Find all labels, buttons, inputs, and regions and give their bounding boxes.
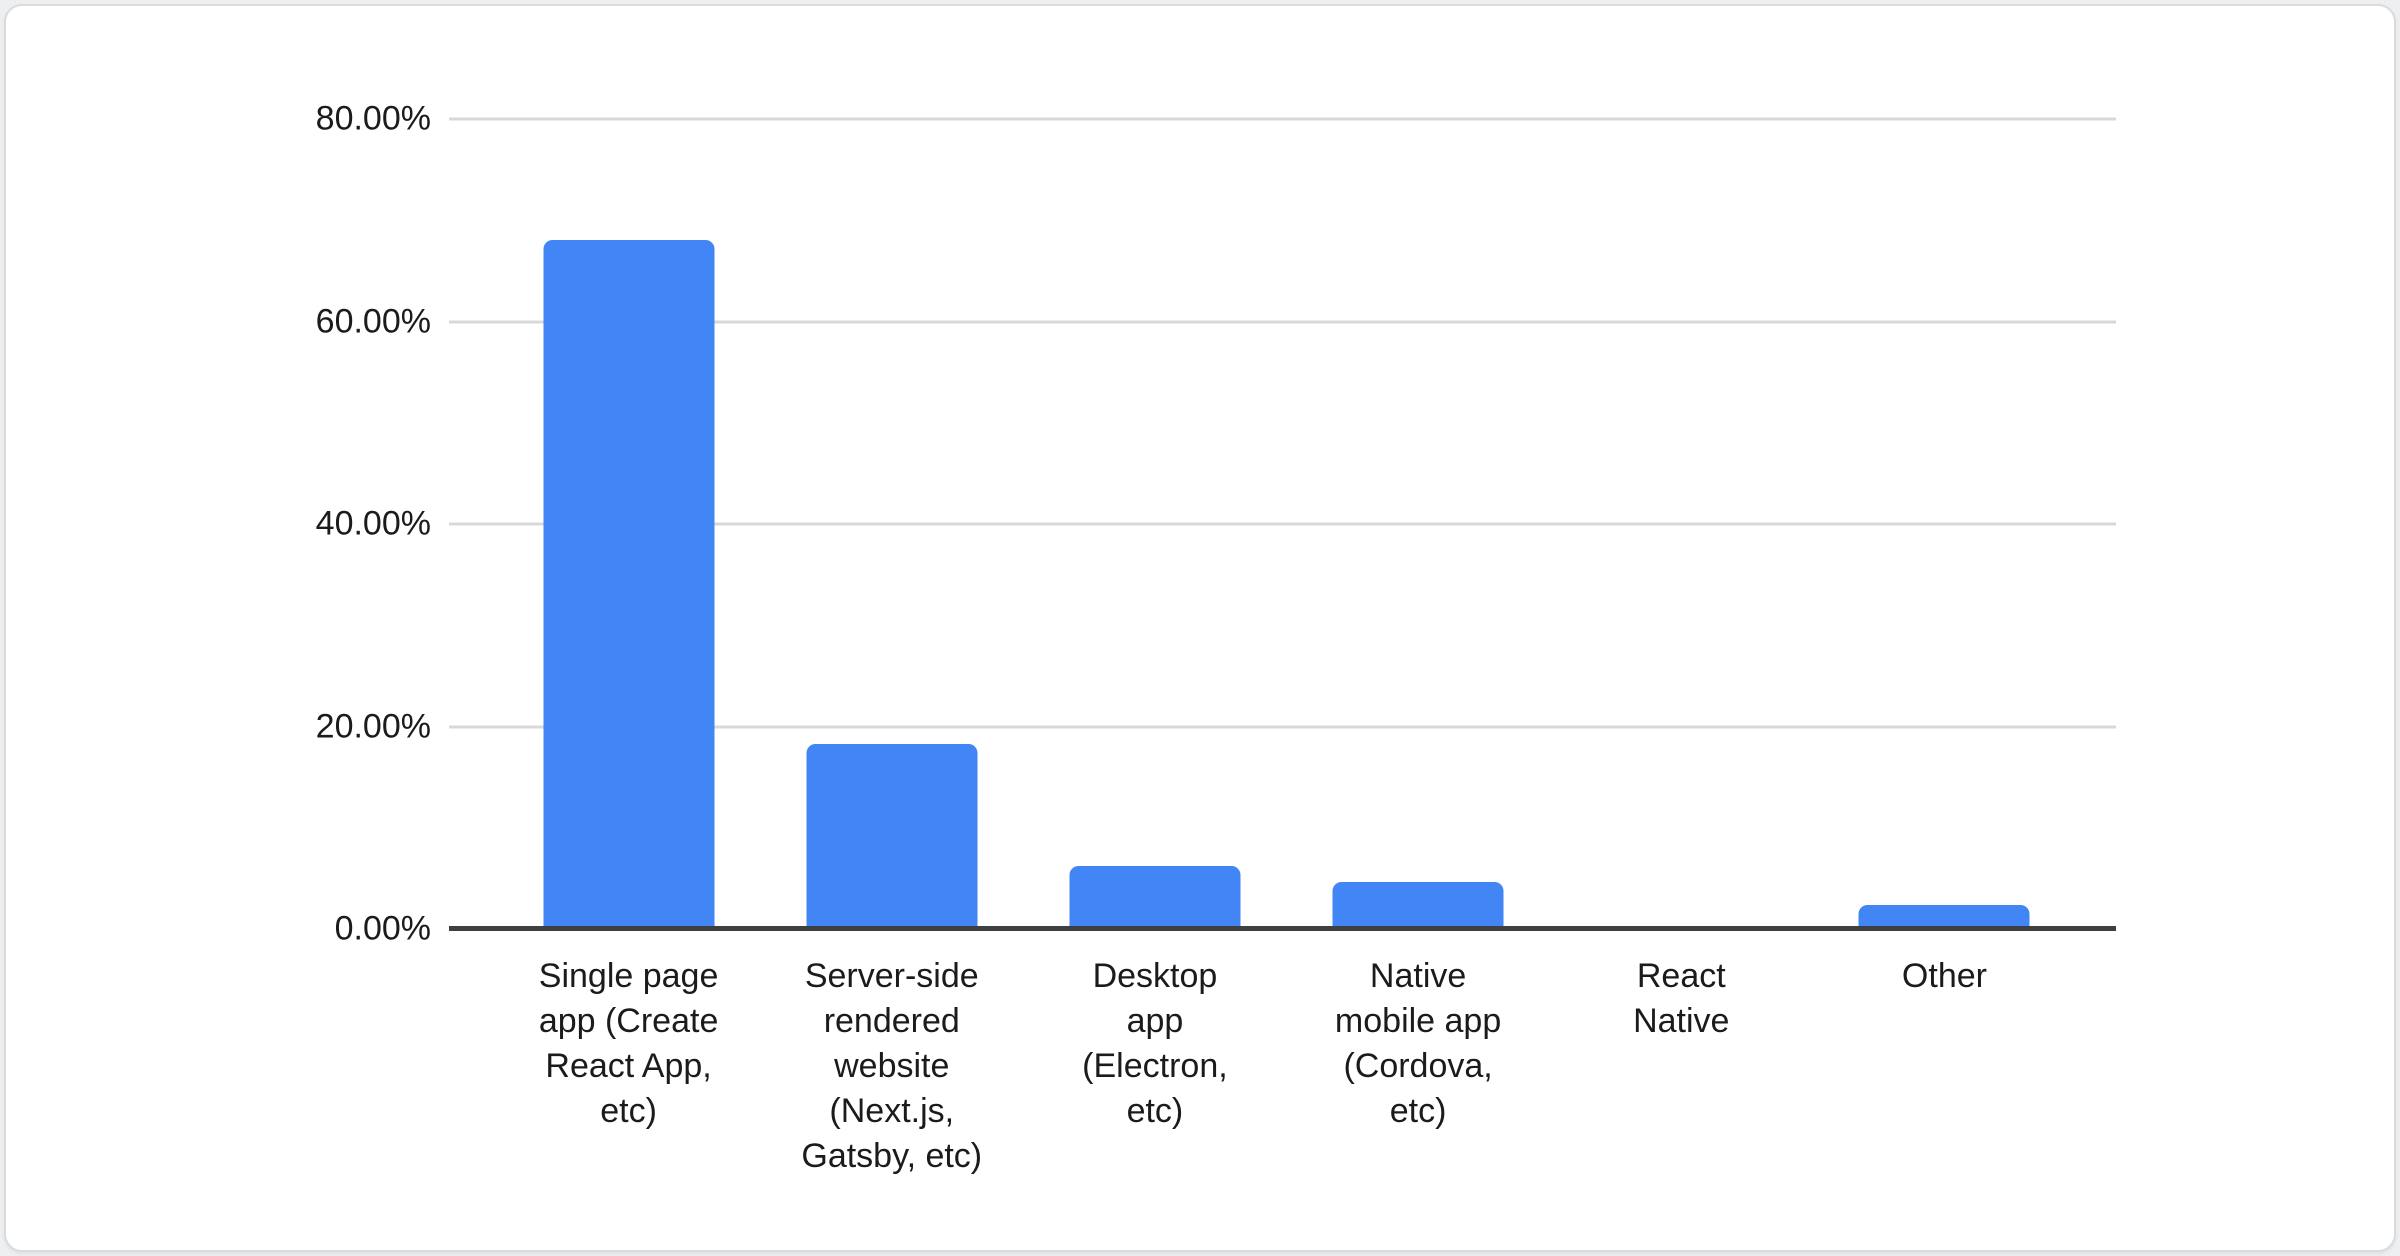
bars-region <box>497 119 2076 929</box>
x-label-desktop-app: Desktop app (Electron, etc) <box>1082 957 1228 1130</box>
bar-slot-server-side-rendered-website <box>760 119 1023 929</box>
x-label-server-side-rendered-website: Server-side rendered website (Next.js, G… <box>801 957 983 1175</box>
y-tick-label-20.00pct: 20.00% <box>315 707 431 745</box>
x-label-single-page-app: Single page app (Create React App, etc) <box>538 957 719 1130</box>
gridline-40.00pct <box>449 522 2116 526</box>
bar-chart: 80.00% 60.00% 40.00% 20.00% 0.00% Single pag… <box>6 6 2394 1250</box>
gridline-80.00pct <box>449 117 2116 121</box>
bar-single-page-app[interactable] <box>543 239 715 929</box>
y-tick-label-40.00pct: 40.00% <box>315 504 431 543</box>
bar-slot-react-native <box>1550 119 1813 929</box>
y-axis-labels: 80.00% 60.00% 40.00% 20.00% 0.00% <box>6 100 431 948</box>
bar-native-mobile-app[interactable] <box>1332 882 1504 929</box>
x-label-native-mobile-app: Native mobile app (Cordova, etc) <box>1334 957 1502 1130</box>
x-label-other: Other <box>1901 957 1987 995</box>
y-tick-label-0.00pct: 0.00% <box>334 909 431 948</box>
gridline-60.00pct <box>449 320 2116 323</box>
y-tick-label-60.00pct: 60.00% <box>315 302 431 340</box>
bar-slot-desktop-app <box>1023 119 1286 929</box>
x-axis-line <box>449 926 2116 931</box>
bar-slot-other <box>1813 119 2076 929</box>
bar-slot-single-page-app <box>497 119 760 929</box>
x-axis-labels: Single page app (Create React App, etc) S… <box>497 954 2076 1179</box>
bar-other[interactable] <box>1858 904 2030 929</box>
chart-card: 80.00% 60.00% 40.00% 20.00% 0.00% Single pag… <box>4 4 2396 1252</box>
y-tick-label-80.00pct: 80.00% <box>315 99 431 138</box>
x-label-react-native: React Native <box>1633 957 1730 1040</box>
gridline-20.00pct <box>449 725 2116 728</box>
plot-area <box>449 117 2116 931</box>
bar-desktop-app[interactable] <box>1069 866 1241 929</box>
bar-slot-native-mobile-app <box>1287 119 1550 929</box>
bar-server-side-rendered-website[interactable] <box>806 743 978 929</box>
